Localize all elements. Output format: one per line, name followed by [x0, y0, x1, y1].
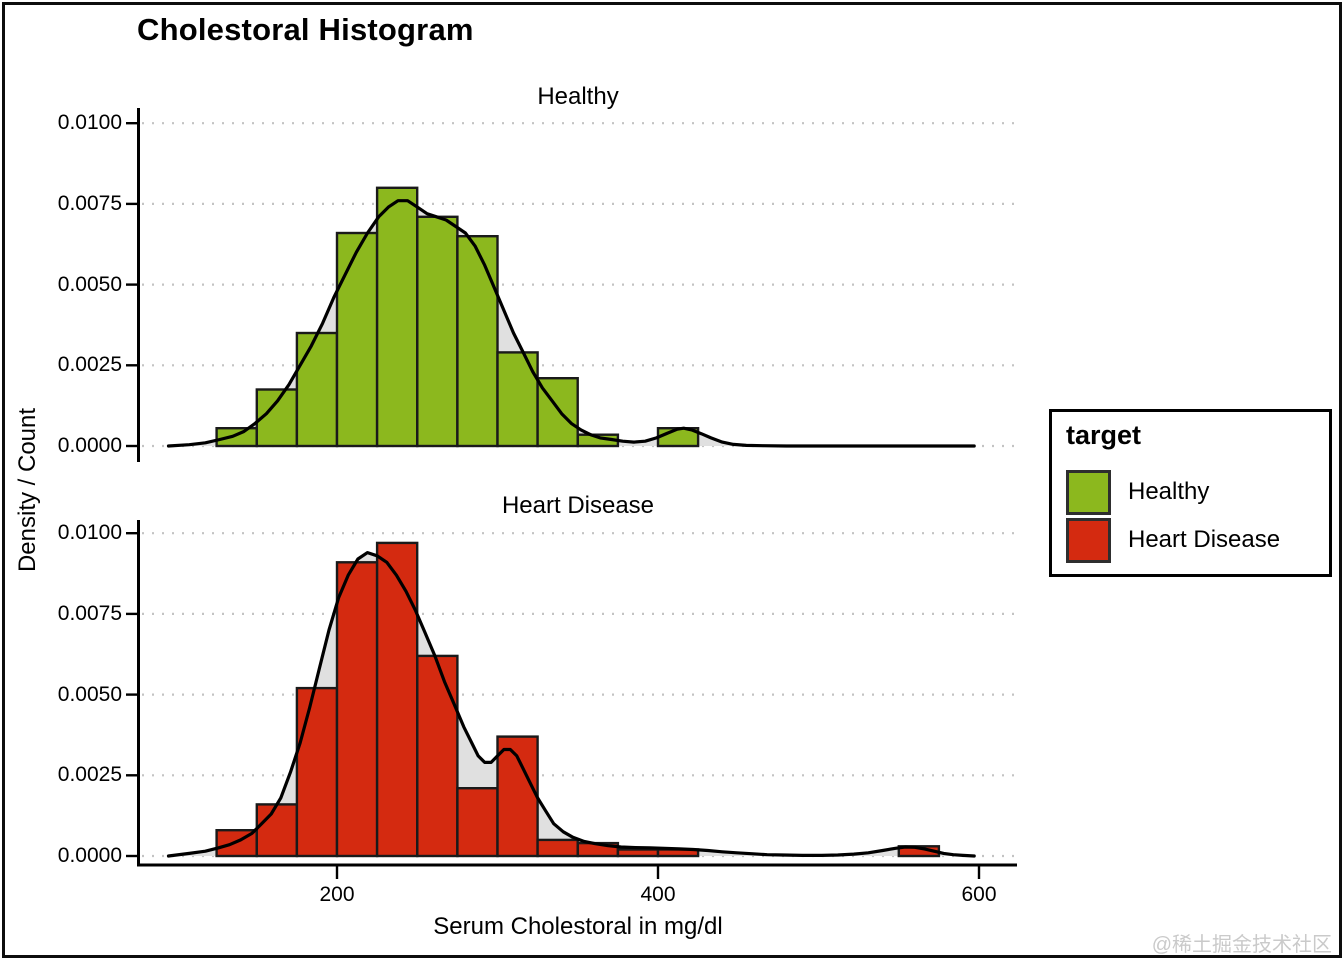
legend-swatch-heart-disease: [1066, 517, 1111, 563]
x-tick-label: 400: [640, 883, 676, 906]
legend-swatch-healthy: [1066, 469, 1111, 515]
histogram-bar: [416, 215, 459, 448]
y-tick-label: 0.0075: [57, 601, 122, 625]
histogram-bar: [616, 848, 660, 858]
histogram-bar: [215, 427, 258, 448]
facet-label-healthy: Healthy: [537, 83, 619, 110]
histogram-bar: [335, 561, 379, 858]
legend-label-healthy: Healthy: [1128, 478, 1210, 505]
histogram-bar: [375, 186, 419, 448]
y-axis-title: Density / Count: [14, 407, 41, 573]
y-tick-label: 0.0050: [57, 682, 122, 706]
y-tick-label: 0.0075: [57, 191, 122, 215]
y-tick-label: 0.0000: [57, 844, 122, 867]
histogram-bar: [375, 541, 419, 858]
facet-label-heart-disease: Heart Disease: [501, 492, 655, 519]
histogram-bar: [536, 838, 579, 858]
x-axis-title: Serum Cholestoral in mg/dl: [433, 913, 723, 940]
histogram-bar: [496, 351, 539, 448]
histogram-bar: [295, 331, 339, 448]
y-tick-label: 0.0050: [57, 272, 122, 296]
legend-label-heart-disease: Heart Disease: [1128, 526, 1281, 553]
density-curve: [166, 551, 976, 858]
histogram-bar: [416, 654, 459, 858]
legend-item-healthy: Healthy: [1066, 469, 1209, 515]
legend-item-heart-disease: Heart Disease: [1066, 517, 1280, 563]
histogram-bar: [456, 234, 499, 448]
legend-title: target: [1066, 420, 1142, 450]
y-tick-label: 0.0100: [57, 111, 122, 135]
legend: target Healthy Heart Disease: [1049, 409, 1332, 577]
y-tick-label: 0.0025: [57, 763, 122, 787]
histogram-bar: [536, 377, 579, 448]
chart-title: Cholestoral Histogram: [137, 12, 474, 47]
y-tick-label: 0.0100: [57, 521, 122, 545]
histogram-bar: [255, 803, 299, 858]
histogram-bar: [295, 686, 339, 858]
histogram-bar: [456, 787, 499, 858]
y-tick-label: 0.0025: [57, 353, 122, 377]
y-tick-label: 0.0000: [57, 434, 122, 457]
density-curve: [166, 199, 976, 448]
x-tick-label: 200: [319, 883, 355, 906]
watermark: @稀土掘金技术社区: [1151, 934, 1332, 956]
histogram-bar: [335, 231, 379, 448]
x-tick-label: 600: [961, 883, 997, 906]
